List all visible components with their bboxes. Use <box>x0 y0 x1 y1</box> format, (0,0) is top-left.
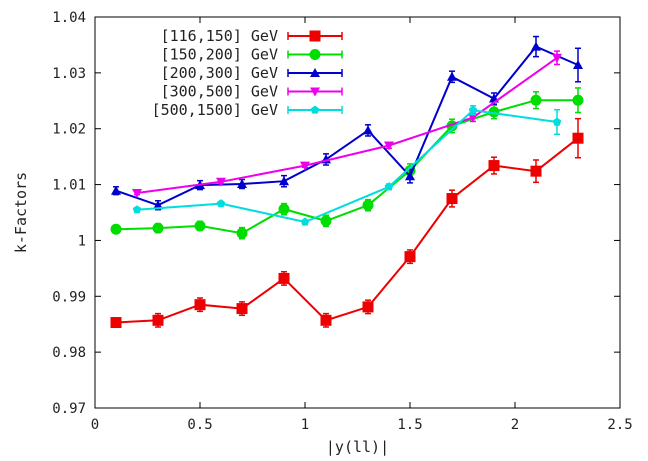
data-point <box>110 317 122 329</box>
series-line <box>136 56 558 194</box>
data-point <box>320 314 332 326</box>
legend: [116,150] GeV[150,200] GeV[200,300] GeV[… <box>152 27 343 119</box>
legend-label: [116,150] GeV <box>161 27 278 45</box>
legend-label: [150,200] GeV <box>161 46 278 64</box>
x-tick-label: 1.5 <box>397 417 422 433</box>
data-point <box>300 161 310 171</box>
data-point <box>279 176 289 186</box>
data-point <box>405 171 415 181</box>
legend-entry-2: [200,300] GeV <box>161 64 343 82</box>
x-axis-label: |y(ll)| <box>326 438 389 456</box>
data-point <box>236 227 248 239</box>
data-point <box>194 220 206 232</box>
data-point <box>216 199 226 208</box>
x-tick-label: 2 <box>511 417 519 433</box>
data-point <box>488 160 500 172</box>
data-point <box>111 185 121 195</box>
data-point <box>278 272 290 284</box>
legend-marker <box>310 68 320 77</box>
plot-frame <box>94 16 621 409</box>
data-point <box>530 165 542 177</box>
series-line <box>115 99 578 235</box>
data-point <box>216 177 226 187</box>
series-4 <box>132 105 562 226</box>
y-tick-label: 1.02 <box>52 122 86 138</box>
series-1 <box>110 87 584 240</box>
data-point <box>573 60 583 70</box>
data-point <box>572 132 584 144</box>
y-axis-label: k-Factors <box>12 172 30 253</box>
data-point <box>320 215 332 227</box>
data-point <box>572 94 584 106</box>
data-point <box>552 117 562 126</box>
data-point <box>362 301 374 313</box>
x-tick-label: 0.5 <box>187 417 212 433</box>
data-point <box>384 141 394 151</box>
data-point <box>362 199 374 211</box>
legend-label: [500,1500] GeV <box>152 101 278 119</box>
data-point <box>531 41 541 51</box>
x-tick-label: 1 <box>301 417 309 433</box>
series-0 <box>110 117 584 329</box>
series-layer <box>110 35 584 329</box>
data-point <box>132 205 142 214</box>
data-point <box>132 188 142 198</box>
data-point <box>237 179 247 189</box>
y-tick-label: 0.99 <box>52 289 86 305</box>
data-point <box>152 222 164 234</box>
series-line <box>136 109 558 224</box>
legend-marker <box>310 105 320 114</box>
data-point <box>404 251 416 263</box>
legend-marker <box>310 87 320 97</box>
y-tick-label: 1 <box>78 233 86 249</box>
legend-entry-4: [500,1500] GeV <box>152 101 343 119</box>
x-tick-label: 0 <box>91 417 99 433</box>
data-point <box>530 94 542 106</box>
legend-entry-0: [116,150] GeV <box>161 27 343 45</box>
legend-marker <box>309 30 321 42</box>
legend-entry-1: [150,200] GeV <box>161 46 343 64</box>
series-2 <box>111 35 583 211</box>
data-point <box>153 200 163 210</box>
legend-marker <box>309 49 321 60</box>
data-point <box>468 105 478 114</box>
data-point <box>488 106 500 118</box>
y-tick-label: 0.97 <box>52 401 86 417</box>
data-point <box>194 299 206 311</box>
y-tick-label: 1.03 <box>52 66 86 82</box>
y-tick-label: 1.01 <box>52 178 86 194</box>
x-tick-label: 2.5 <box>607 417 632 433</box>
legend-entry-3: [300,500] GeV <box>161 83 343 101</box>
data-point <box>110 223 122 235</box>
legend-label: [200,300] GeV <box>161 64 278 82</box>
axes: 0 0.5 1 1.5 2 2.5 0.97 0.98 0.99 1 1.01 1.02 1.03 1.0… <box>52 10 632 433</box>
data-point <box>552 53 562 63</box>
data-point <box>278 203 290 215</box>
data-point <box>468 113 478 123</box>
data-point <box>384 182 394 191</box>
series-line <box>115 137 579 324</box>
data-point <box>446 193 458 205</box>
y-tick-label: 0.98 <box>52 345 86 361</box>
data-point <box>236 303 248 315</box>
y-tick-label: 1.04 <box>52 10 86 26</box>
data-point <box>152 314 164 326</box>
series-line <box>115 45 579 207</box>
legend-label: [300,500] GeV <box>161 83 278 101</box>
data-point <box>363 125 373 135</box>
data-point <box>300 217 310 226</box>
data-point <box>447 71 457 81</box>
